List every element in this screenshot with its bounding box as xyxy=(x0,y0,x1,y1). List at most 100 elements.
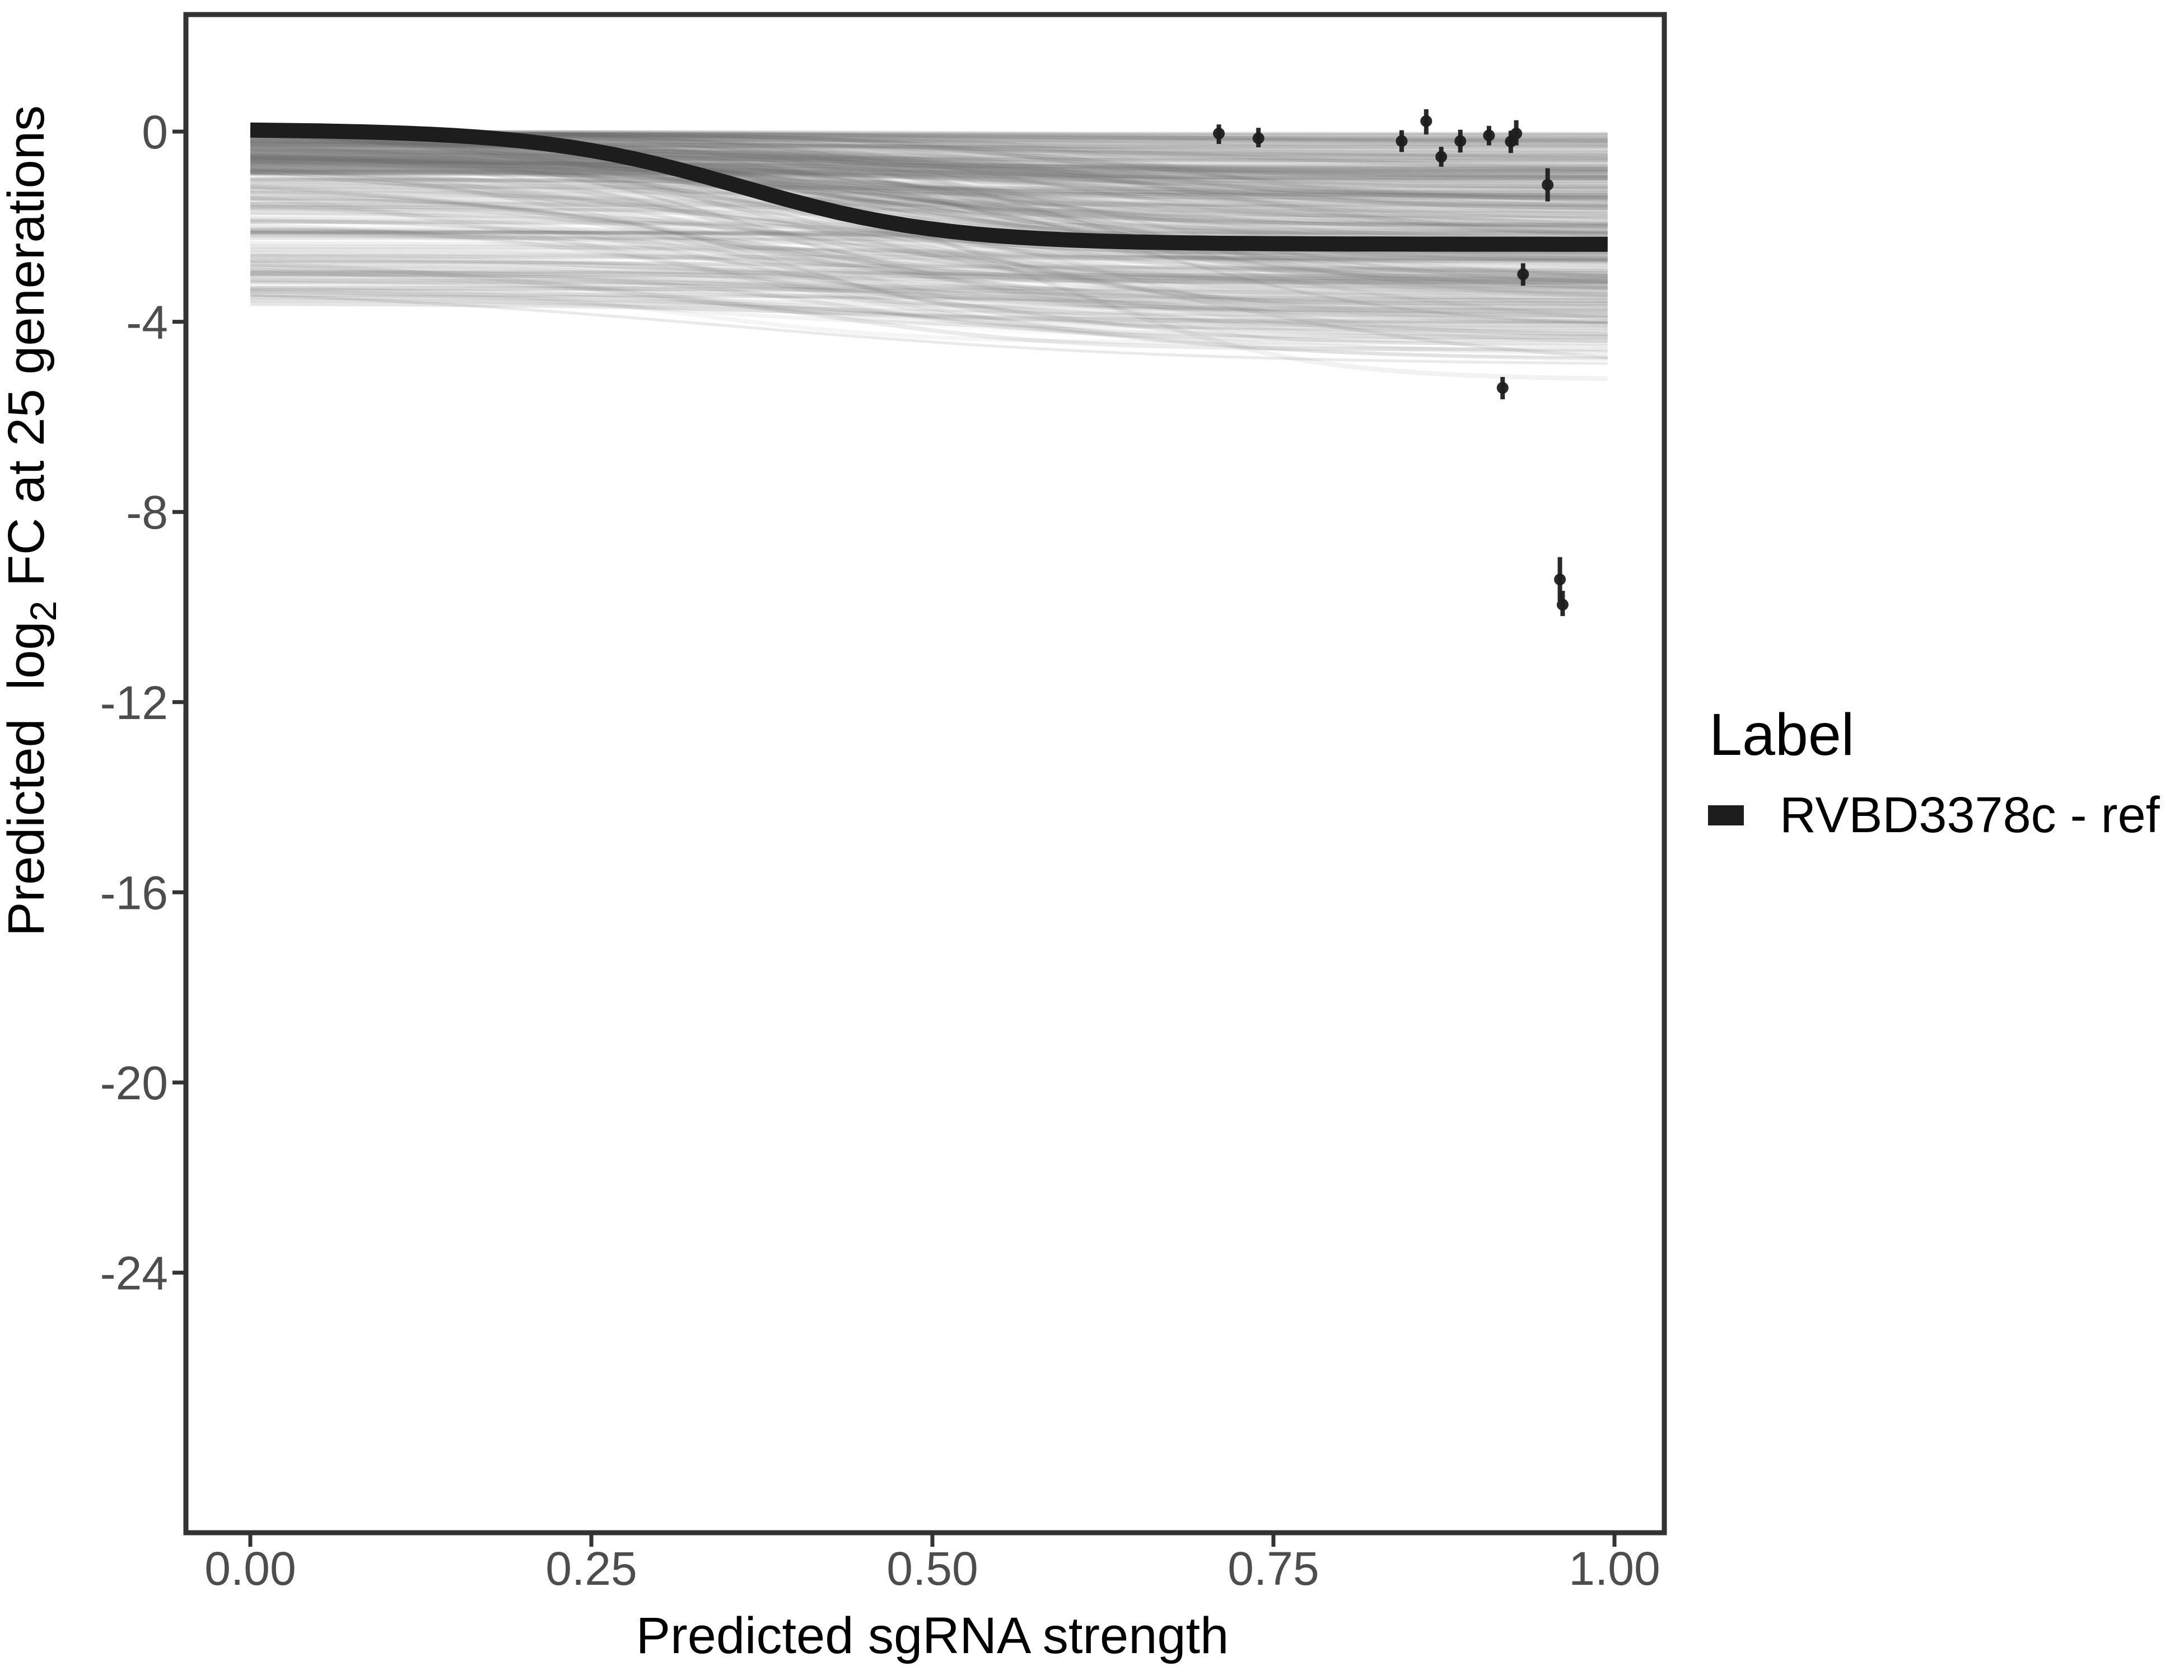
posterior-line xyxy=(250,147,1608,167)
posterior-line xyxy=(250,166,1608,267)
posterior-line xyxy=(250,153,1608,257)
posterior-line xyxy=(250,264,1608,314)
posterior-line xyxy=(250,254,1608,261)
x-tick-label: 0.00 xyxy=(204,1542,296,1595)
posterior-line xyxy=(250,172,1608,180)
posterior-line xyxy=(250,278,1608,304)
posterior-line xyxy=(250,162,1608,230)
posterior-line xyxy=(250,205,1608,319)
posterior-line xyxy=(250,171,1608,181)
posterior-line xyxy=(250,258,1608,306)
posterior-line xyxy=(250,180,1608,309)
posterior-line xyxy=(250,168,1608,293)
posterior-line xyxy=(250,168,1608,306)
posterior-line xyxy=(250,149,1608,163)
posterior-line xyxy=(250,149,1608,169)
posterior-line xyxy=(250,151,1608,226)
posterior-line xyxy=(250,146,1608,158)
posterior-line xyxy=(250,169,1608,268)
posterior-line xyxy=(250,156,1608,180)
posterior-line xyxy=(250,227,1608,269)
posterior-line xyxy=(250,270,1608,296)
posterior-line xyxy=(250,198,1608,207)
posterior-line xyxy=(250,232,1608,260)
data-point xyxy=(1396,135,1408,147)
posterior-line xyxy=(250,148,1608,192)
plot-panel-border xyxy=(183,12,1667,1536)
posterior-line xyxy=(250,254,1608,310)
posterior-line xyxy=(250,202,1608,208)
posterior-line xyxy=(250,172,1608,290)
posterior-line xyxy=(250,184,1608,199)
posterior-line xyxy=(250,143,1608,264)
data-point xyxy=(1510,127,1523,139)
posterior-line xyxy=(250,163,1608,290)
posterior-line xyxy=(250,162,1608,171)
data-point xyxy=(1542,179,1554,191)
posterior-line xyxy=(250,143,1608,274)
posterior-line xyxy=(250,170,1608,228)
posterior-line xyxy=(250,255,1608,280)
posterior-line xyxy=(250,186,1608,277)
posterior-line xyxy=(250,141,1608,262)
posterior-line xyxy=(250,241,1608,289)
y-axis-title-part: FC at 25 generations xyxy=(0,105,55,601)
data-point xyxy=(1420,115,1432,127)
legend-entry-label: RVBD3378c - ref xyxy=(1780,787,2160,843)
posterior-line xyxy=(250,166,1608,190)
posterior-line xyxy=(250,155,1608,227)
posterior-line xyxy=(250,180,1608,297)
posterior-line xyxy=(250,160,1608,200)
posterior-line xyxy=(250,301,1608,324)
posterior-line xyxy=(250,142,1608,155)
posterior-line xyxy=(250,150,1608,257)
posterior-line xyxy=(250,288,1608,352)
posterior-line xyxy=(250,164,1608,200)
posterior-line xyxy=(250,230,1608,255)
posterior-line xyxy=(250,141,1608,284)
posterior-line xyxy=(250,292,1608,304)
posterior-line xyxy=(250,157,1608,162)
posterior-lines-group xyxy=(250,129,1608,381)
y-tick-label: -16 xyxy=(100,866,168,919)
posterior-line xyxy=(250,278,1608,331)
posterior-line xyxy=(250,156,1608,180)
posterior-line xyxy=(250,216,1608,282)
posterior-line xyxy=(250,178,1608,221)
posterior-line xyxy=(250,274,1608,322)
posterior-line xyxy=(250,287,1608,346)
posterior-line xyxy=(250,132,1608,234)
posterior-line xyxy=(250,155,1608,162)
posterior-line xyxy=(250,156,1608,200)
posterior-line xyxy=(250,139,1608,278)
posterior-line xyxy=(250,227,1608,270)
posterior-line xyxy=(250,172,1608,283)
data-point xyxy=(1435,151,1448,163)
posterior-line xyxy=(250,169,1608,175)
posterior-line xyxy=(250,202,1608,228)
posterior-line xyxy=(250,152,1608,278)
posterior-line xyxy=(250,297,1608,329)
posterior-line xyxy=(250,152,1608,211)
posterior-line xyxy=(250,152,1608,278)
posterior-line xyxy=(250,147,1608,153)
posterior-line xyxy=(250,281,1608,296)
posterior-line xyxy=(250,150,1608,210)
legend: Label RVBD3378c - ref xyxy=(1708,702,2160,843)
y-axis-title: Predicted log2 FC at 25 generations xyxy=(0,105,64,936)
posterior-line xyxy=(250,169,1608,193)
posterior-line xyxy=(250,144,1608,194)
posterior-line xyxy=(250,223,1608,361)
posterior-line xyxy=(250,185,1608,275)
posterior-line xyxy=(250,157,1608,278)
posterior-line xyxy=(250,278,1608,333)
posterior-line xyxy=(250,144,1608,180)
y-axis: 0 -4 -8 -12 -16 -20 -24 xyxy=(100,106,186,1300)
posterior-line xyxy=(250,156,1608,180)
posterior-line xyxy=(250,148,1608,195)
data-point xyxy=(1496,382,1509,394)
posterior-line xyxy=(250,143,1608,239)
posterior-line xyxy=(250,142,1608,233)
posterior-line xyxy=(250,156,1608,174)
posterior-line xyxy=(250,265,1608,284)
